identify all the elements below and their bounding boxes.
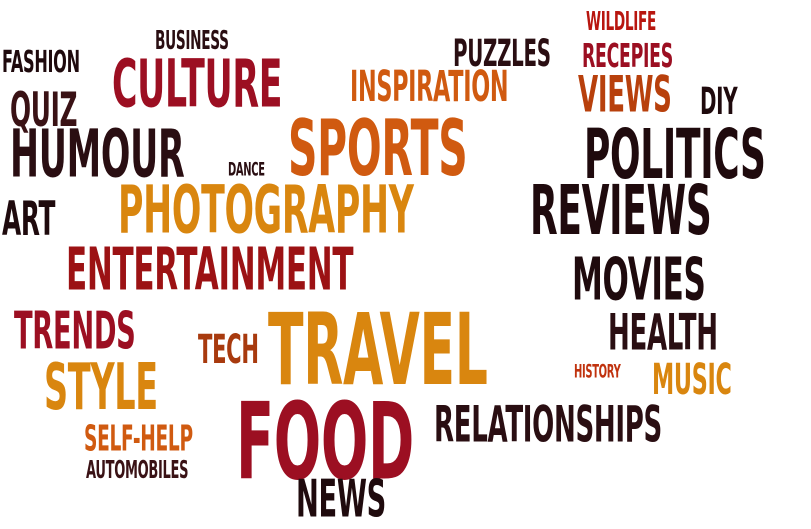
word-relationships: RELATIONSHIPS [434,395,662,454]
word-entertainment: ENTERTAINMENT [66,235,354,304]
word-quiz: QUIZ [10,83,78,138]
word-views: VIEWS [578,65,672,124]
word-diy: DIY [700,78,738,124]
word-photography: PHOTOGRAPHY [118,172,414,249]
word-travel: TRAVEL [268,291,488,408]
word-puzzles: PUZZLES [453,30,551,76]
word-wildlife: WILDLIFE [586,7,657,38]
word-health: HEALTH [608,303,718,362]
word-news: NEWS [296,469,386,529]
word-recepies: RECEPIES [582,36,673,76]
word-humour: HUMOUR [10,116,185,193]
word-fashion: FASHION [2,44,80,81]
word-music: MUSIC [652,356,732,405]
word-inspiration: INSPIRATION [350,63,509,112]
word-automobiles: AUTOMOBILES [86,455,189,484]
word-tech: TECH [198,326,259,374]
word-style: STYLE [44,350,158,425]
word-politics: POLITICS [584,114,766,195]
word-business: BUSINESS [155,26,229,57]
word-history: HISTORY [574,359,621,383]
word-movies: MOVIES [572,245,706,314]
word-food: FOOD [236,380,415,505]
word-culture: CULTURE [112,46,283,123]
word-self-help: SELF-HELP [84,418,193,460]
word-art: ART [2,192,56,247]
word-sports: SPORTS [288,102,468,194]
word-trends: TRENDS [14,301,136,362]
word-dance: DANCE [228,157,265,181]
word-reviews: REVIEWS [530,170,712,251]
